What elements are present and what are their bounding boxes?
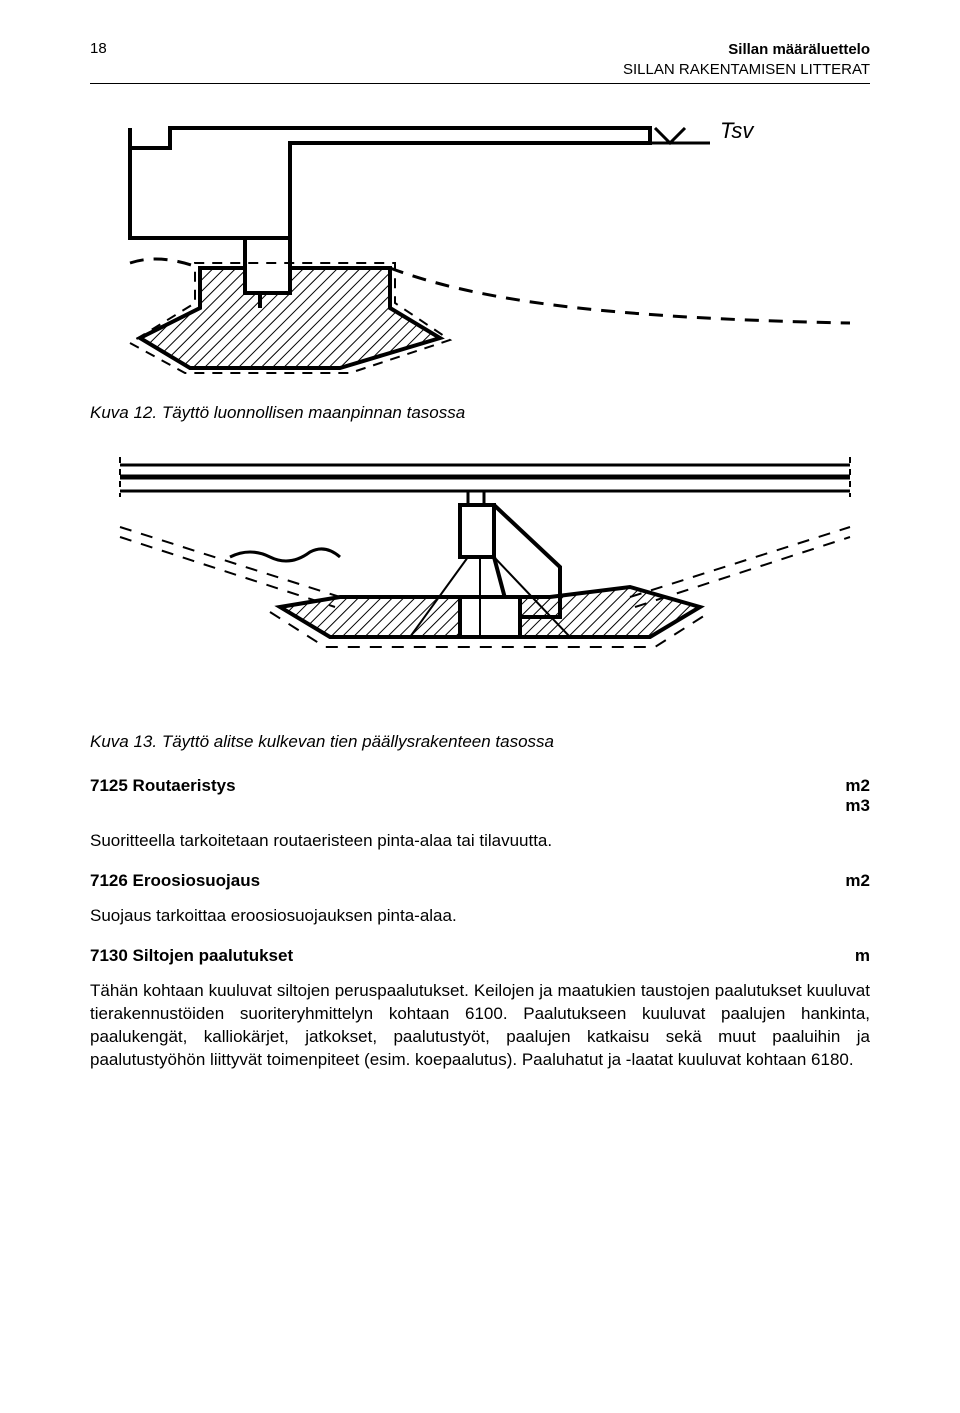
entry-7130-title: 7130 Siltojen paalutukset <box>90 946 293 966</box>
header-subtitle: SILLAN RAKENTAMISEN LITTERAT <box>623 60 870 80</box>
figure-1-caption: Kuva 12. Täyttö luonnollisen maanpinnan … <box>90 403 870 423</box>
entry-7126-units: m2 <box>845 871 870 891</box>
page-number: 18 <box>90 40 107 57</box>
entry-7130: 7130 Siltojen paalutukset m <box>90 946 870 966</box>
header-title: Sillan määräluettelo <box>623 40 870 60</box>
entry-7130-units: m <box>855 946 870 966</box>
entry-7130-body: Tähän kohtaan kuuluvat siltojen peruspaa… <box>90 980 870 1072</box>
entry-7125: 7125 Routaeristys m2 m3 <box>90 776 870 816</box>
tsv-label: Tsv <box>720 118 755 143</box>
page: 18 Sillan määräluettelo SILLAN RAKENTAMI… <box>0 0 960 1132</box>
figure-1: Tsv <box>90 108 870 383</box>
entry-7125-body: Suoritteella tarkoitetaan routaeristeen … <box>90 830 870 853</box>
entry-7126-title: 7126 Eroosiosuojaus <box>90 871 260 891</box>
entry-7126-body: Suojaus tarkoittaa eroosiosuojauksen pin… <box>90 905 870 928</box>
page-header: 18 Sillan määräluettelo SILLAN RAKENTAMI… <box>90 40 870 84</box>
entry-7126: 7126 Eroosiosuojaus m2 <box>90 871 870 891</box>
figure-2 <box>90 447 870 712</box>
header-right: Sillan määräluettelo SILLAN RAKENTAMISEN… <box>623 40 870 79</box>
figure-2-svg <box>90 447 870 707</box>
figure-1-svg: Tsv <box>90 108 870 378</box>
entry-7125-units: m2 m3 <box>845 776 870 816</box>
entry-7125-title: 7125 Routaeristys <box>90 776 236 816</box>
figure-2-caption: Kuva 13. Täyttö alitse kulkevan tien pää… <box>90 732 870 752</box>
